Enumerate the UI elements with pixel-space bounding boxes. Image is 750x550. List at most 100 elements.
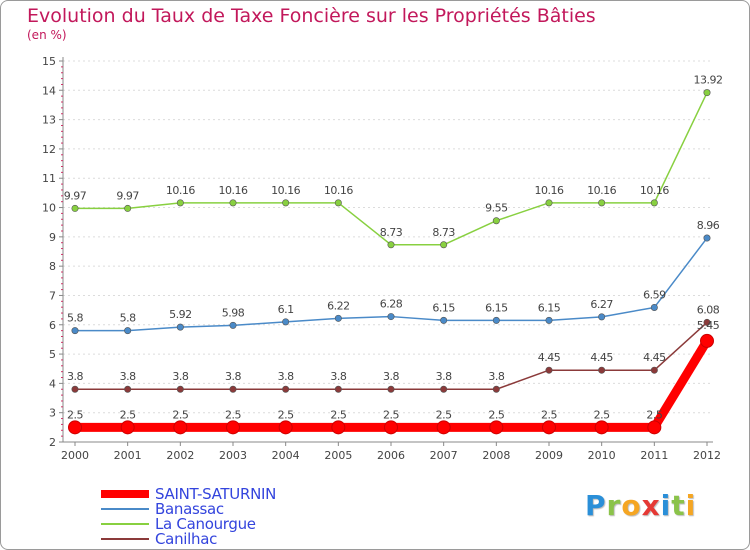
data-label: 5.98 — [222, 306, 245, 319]
y-tick-label: 8 — [49, 260, 56, 273]
data-point — [387, 313, 395, 321]
data-point — [282, 385, 290, 393]
data-point — [650, 366, 658, 374]
x-tick-label: 2008 — [482, 449, 510, 462]
data-label: 4.45 — [538, 351, 561, 364]
legend-item: Canilhac — [101, 530, 217, 548]
data-point — [650, 199, 658, 207]
x-tick-label: 2000 — [61, 449, 89, 462]
data-point — [334, 199, 342, 207]
x-tick-label: 2005 — [324, 449, 352, 462]
data-point — [173, 420, 188, 435]
data-point — [436, 420, 451, 435]
legend-swatch — [101, 508, 149, 510]
data-point — [700, 333, 714, 348]
data-point — [598, 199, 606, 207]
x-tick-label: 2012 — [693, 449, 721, 462]
data-point — [440, 241, 448, 249]
data-label: 2.5 — [383, 408, 399, 421]
data-point — [650, 303, 658, 311]
data-label: 10.16 — [587, 184, 616, 197]
legend-swatch — [101, 538, 149, 540]
data-point — [545, 366, 553, 374]
data-label: 9.97 — [64, 189, 87, 202]
data-label: 3.8 — [278, 370, 294, 383]
data-label: 5.45 — [697, 319, 720, 332]
data-label: 10.16 — [219, 184, 248, 197]
legend-swatch — [101, 523, 149, 525]
logo-letter: i — [685, 489, 697, 522]
data-label: 8.73 — [380, 226, 403, 239]
data-label: 6.28 — [380, 298, 403, 311]
chart-title: Evolution du Taux de Taxe Foncière sur l… — [27, 5, 596, 27]
data-label: 5.8 — [67, 312, 83, 325]
legend-label: SAINT-SATURNIN — [155, 485, 277, 503]
legend-label: Banassac — [155, 500, 224, 518]
data-point — [71, 204, 79, 212]
grid-layer — [63, 60, 713, 443]
data-point — [124, 204, 132, 212]
data-point — [334, 385, 342, 393]
data-point — [489, 420, 504, 435]
data-label: 9.97 — [116, 189, 139, 202]
data-label: 2.5 — [436, 408, 452, 421]
data-label: 6.27 — [590, 298, 613, 311]
data-point — [229, 321, 237, 329]
data-label: 3.8 — [436, 370, 452, 383]
data-point — [545, 316, 553, 324]
data-label: 5.92 — [169, 308, 192, 321]
legend-item: SAINT-SATURNIN — [101, 485, 277, 503]
data-label: 6.15 — [538, 301, 561, 314]
legend-item: Banassac — [101, 500, 224, 518]
series-line-la-canourgue — [75, 92, 708, 246]
data-label: 2.5 — [330, 408, 346, 421]
logo-letter: i — [660, 489, 672, 522]
data-label: 6.15 — [485, 301, 508, 314]
series-layer — [68, 89, 714, 435]
data-point — [124, 327, 132, 335]
data-label: 8.96 — [697, 219, 720, 232]
data-point — [282, 199, 290, 207]
data-point — [647, 420, 662, 435]
x-tick-label: 2006 — [377, 449, 405, 462]
y-tick-label: 3 — [49, 407, 56, 420]
data-label: 2.5 — [67, 408, 83, 421]
data-label: 10.16 — [271, 184, 300, 197]
y-tick-label: 13 — [42, 114, 56, 127]
data-label: 6.22 — [327, 299, 350, 312]
data-point — [71, 385, 79, 393]
data-point — [440, 316, 448, 324]
y-tick-label: 10 — [42, 202, 56, 215]
y-tick-label: 11 — [42, 172, 56, 185]
y-tick-label: 9 — [49, 231, 56, 244]
data-point — [598, 366, 606, 374]
data-point — [68, 420, 82, 435]
data-point — [384, 420, 398, 435]
data-label: 5.8 — [120, 312, 136, 325]
data-point — [703, 234, 711, 242]
x-tick-label: 2001 — [114, 449, 142, 462]
x-tick-label: 2010 — [588, 449, 616, 462]
data-point — [176, 199, 184, 207]
data-label: 4.45 — [643, 351, 666, 364]
logo-letter: P — [585, 489, 607, 522]
data-label: 10.16 — [324, 184, 353, 197]
x-tick-label: 2003 — [219, 449, 247, 462]
data-point — [71, 327, 79, 335]
y-tick-label: 14 — [42, 84, 56, 97]
data-point — [282, 318, 290, 326]
data-label: 6.15 — [432, 301, 455, 314]
proxiti-logo: Proxiti — [585, 489, 696, 522]
data-label: 10.16 — [535, 184, 564, 197]
y-tick-label: 12 — [42, 143, 56, 156]
x-tick-label: 2002 — [166, 449, 194, 462]
data-label: 4.45 — [590, 351, 613, 364]
data-label: 10.16 — [640, 184, 669, 197]
data-label: 2.5 — [488, 408, 504, 421]
y-tick-label: 4 — [49, 377, 56, 390]
data-point — [278, 420, 293, 435]
data-label: 6.59 — [643, 288, 666, 301]
data-point — [387, 241, 395, 249]
